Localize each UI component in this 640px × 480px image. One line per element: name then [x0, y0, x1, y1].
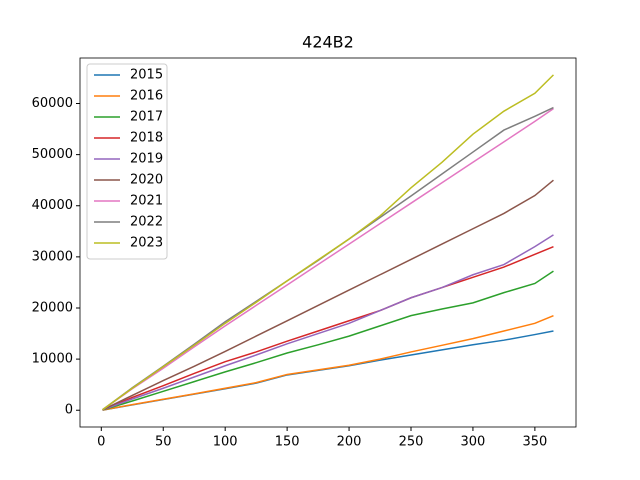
legend-label: 2018	[130, 131, 163, 146]
legend-label: 2022	[130, 215, 163, 230]
line-series	[102, 179, 554, 411]
line-series	[102, 270, 554, 411]
x-tick-label: 0	[97, 435, 105, 450]
legend-label: 2021	[130, 194, 163, 209]
y-tick-label: 30000	[32, 249, 73, 264]
line-series	[102, 74, 554, 411]
x-tick-label: 250	[399, 435, 424, 450]
y-tick-label: 50000	[32, 147, 73, 162]
x-tick-label: 300	[461, 435, 486, 450]
x-tick-label: 350	[522, 435, 547, 450]
line-series	[102, 314, 554, 411]
legend-label: 2023	[130, 236, 163, 251]
y-tick-label: 20000	[32, 300, 73, 315]
chart-title: 424B2	[302, 33, 354, 52]
x-tick-label: 150	[275, 435, 300, 450]
y-tick-label: 10000	[32, 352, 73, 367]
plot-frame	[79, 57, 577, 428]
y-tick-label: 60000	[32, 96, 73, 111]
line-series	[102, 107, 554, 411]
y-tick-label: 0	[65, 403, 73, 418]
x-tick-label: 200	[337, 435, 362, 450]
legend-label: 2020	[130, 173, 163, 188]
y-tick-label: 40000	[32, 198, 73, 213]
legend-label: 2017	[130, 110, 163, 125]
x-tick-label: 50	[155, 435, 172, 450]
legend-box	[86, 63, 168, 260]
line-series	[102, 234, 554, 411]
x-tick-label: 100	[213, 435, 238, 450]
legend-label: 2015	[130, 68, 163, 83]
legend-label: 2016	[130, 89, 163, 104]
legend-label: 2019	[130, 152, 163, 167]
line-series	[102, 245, 554, 411]
